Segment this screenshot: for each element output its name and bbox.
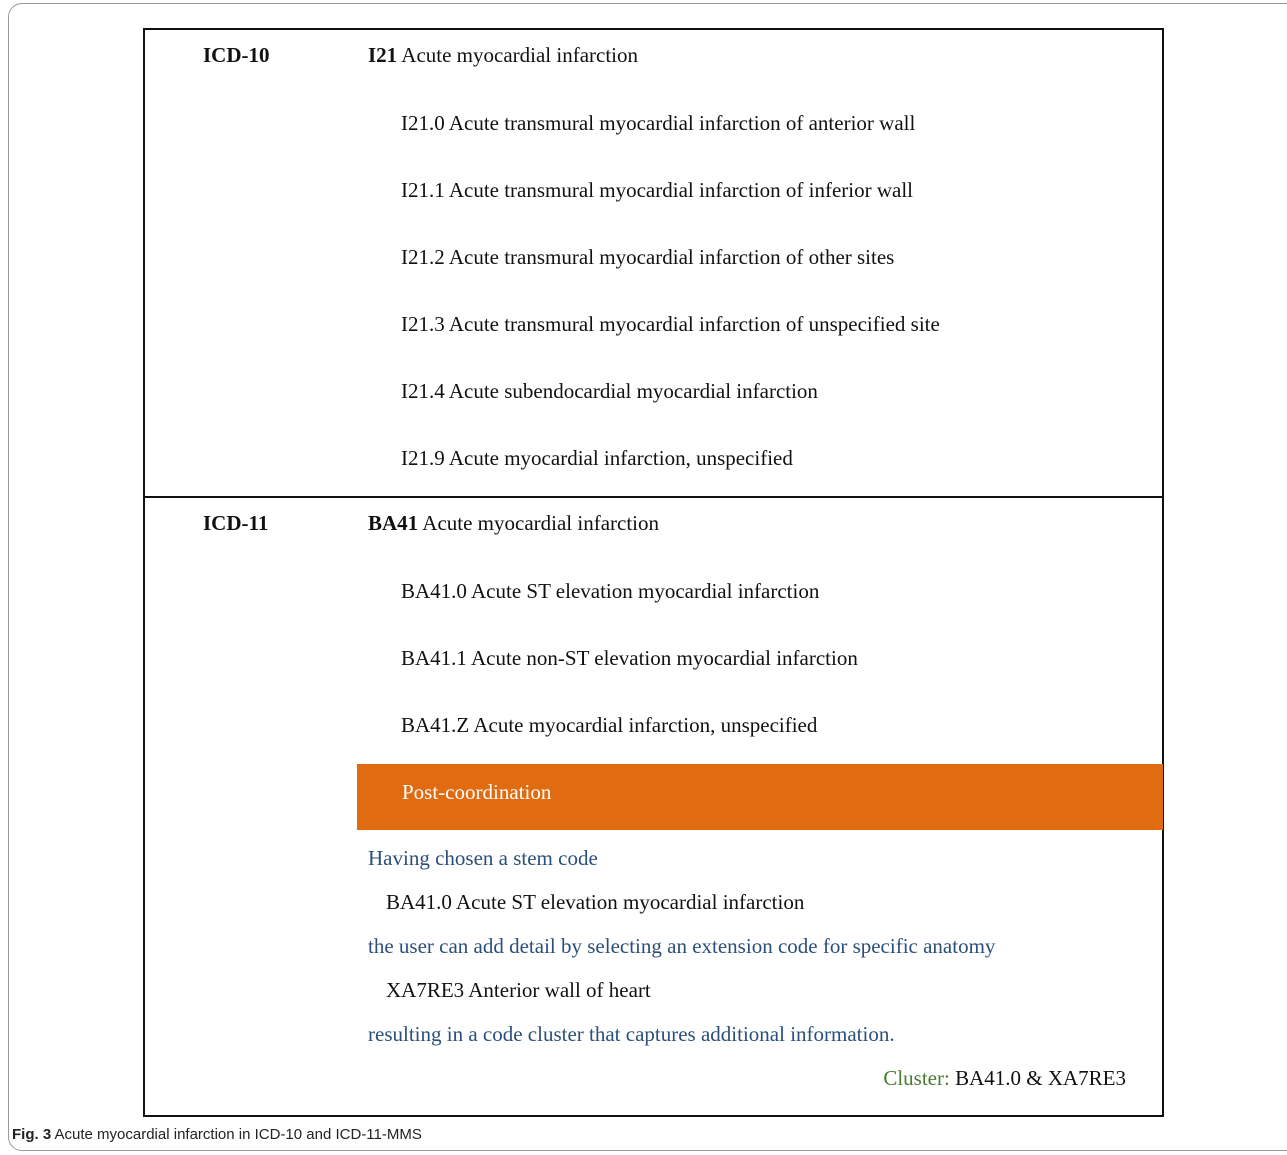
icd11-label: ICD-11 <box>203 511 269 535</box>
icd10-subcode: I21.4 Acute subendocardial myocardial in… <box>401 379 818 403</box>
icd10-subcode: I21.9 Acute myocardial infarction, unspe… <box>401 446 793 470</box>
icd11-head-code: BA41 <box>368 511 419 535</box>
icd10-subcode: I21.1 Acute transmural myocardial infarc… <box>401 178 913 202</box>
extension-code: XA7RE3 Anterior wall of heart <box>386 978 651 1002</box>
icd10-subcode: I21.3 Acute transmural myocardial infarc… <box>401 312 940 336</box>
postcoordination-step-3: resulting in a code cluster that capture… <box>368 1022 895 1046</box>
cluster-value: BA41.0 & XA7RE3 <box>955 1066 1126 1090</box>
icd11-section: ICD-11 BA41 Acute myocardial infarction … <box>143 496 1164 1117</box>
cluster-label: Cluster: <box>883 1066 950 1090</box>
icd10-head-title: Acute myocardial infarction <box>401 43 639 67</box>
icd10-label: ICD-10 <box>203 43 270 67</box>
postcoordination-step-1: Having chosen a stem code <box>368 846 598 870</box>
icd11-subcode: BA41.1 Acute non-ST elevation myocardial… <box>401 646 858 670</box>
postcoordination-step-2: the user can add detail by selecting an … <box>368 934 996 958</box>
cluster-row: Cluster: BA41.0 & XA7RE3 <box>883 1066 1126 1091</box>
icd11-head-title: Acute myocardial infarction <box>422 511 660 535</box>
stem-code: BA41.0 Acute ST elevation myocardial inf… <box>386 890 805 914</box>
icd10-section: ICD-10 I21 Acute myocardial infarction I… <box>143 28 1164 498</box>
icd10-head-row: I21 Acute myocardial infarction <box>368 43 638 68</box>
figure-caption: Fig. 3 Acute myocardial infarction in IC… <box>12 1126 422 1143</box>
postcoordination-title: Post-coordination <box>402 780 552 804</box>
postcoordination-banner: Post-coordination <box>357 764 1163 830</box>
figure-frame <box>8 3 1287 1151</box>
icd11-subcode: BA41.Z Acute myocardial infarction, unsp… <box>401 713 818 737</box>
icd11-head-row: BA41 Acute myocardial infarction <box>368 511 659 536</box>
icd11-subcode: BA41.0 Acute ST elevation myocardial inf… <box>401 579 820 603</box>
icd10-subcode: I21.2 Acute transmural myocardial infarc… <box>401 245 895 269</box>
figure-caption-text: Acute myocardial infarction in ICD-10 an… <box>54 1126 422 1143</box>
icd10-subcode: I21.0 Acute transmural myocardial infarc… <box>401 111 916 135</box>
figure-number: Fig. 3 <box>12 1126 52 1143</box>
icd10-head-code: I21 <box>368 43 398 67</box>
